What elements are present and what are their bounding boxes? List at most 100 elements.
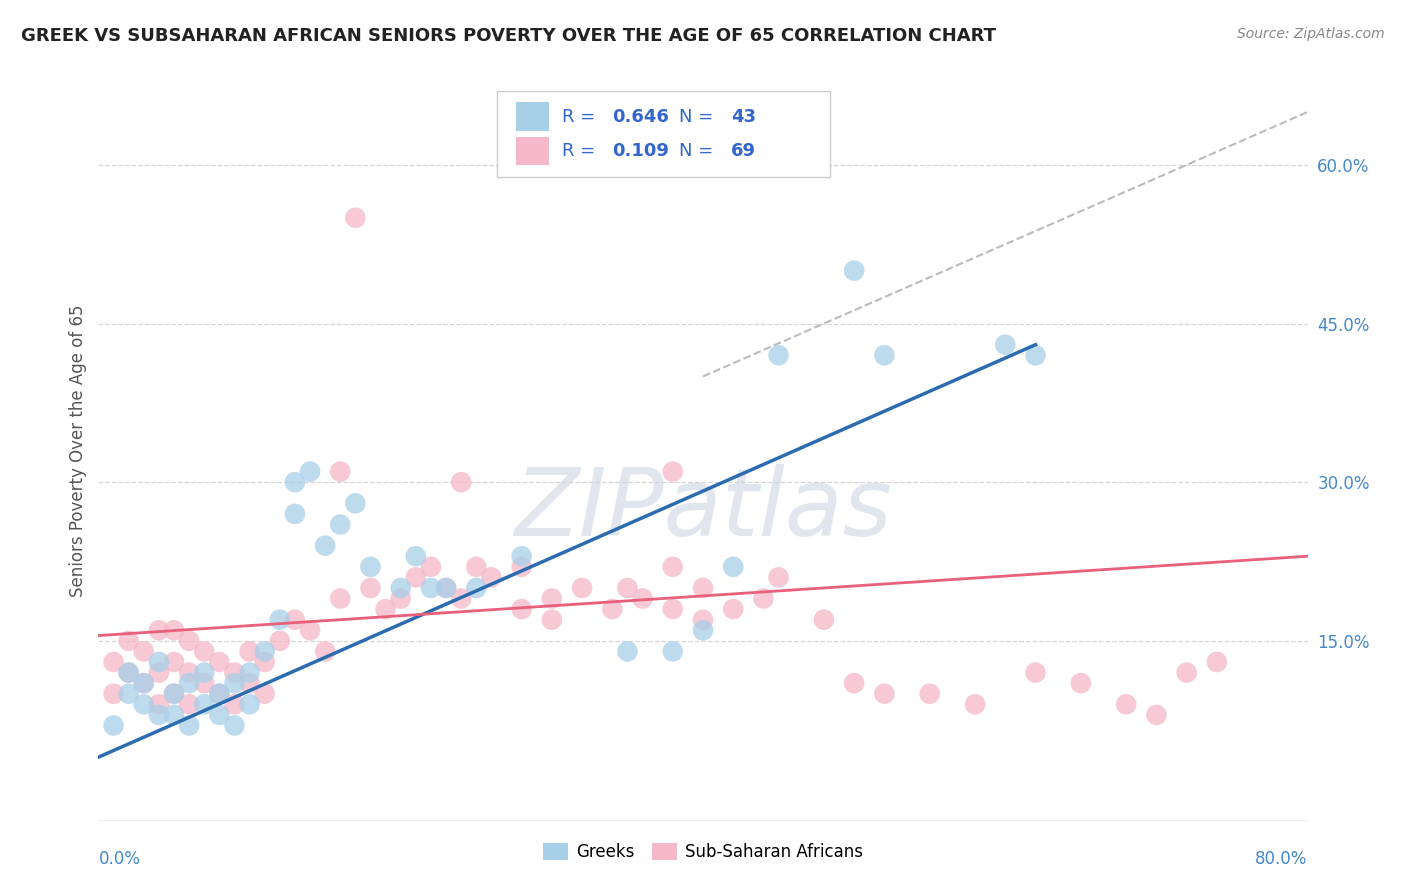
Point bbox=[510, 559, 533, 574]
Point bbox=[224, 718, 246, 732]
FancyBboxPatch shape bbox=[516, 137, 550, 165]
Text: 0.646: 0.646 bbox=[613, 108, 669, 126]
Point bbox=[239, 676, 262, 690]
Point bbox=[132, 676, 155, 690]
Point bbox=[873, 687, 896, 701]
Point bbox=[269, 613, 291, 627]
Point bbox=[253, 655, 276, 669]
Point bbox=[193, 676, 215, 690]
Text: R =: R = bbox=[561, 143, 600, 161]
Point bbox=[420, 581, 443, 595]
Point bbox=[434, 581, 457, 595]
Point bbox=[299, 465, 322, 479]
Text: 80.0%: 80.0% bbox=[1256, 850, 1308, 868]
Point bbox=[540, 613, 562, 627]
Point bbox=[299, 624, 322, 638]
Point bbox=[193, 665, 215, 680]
Point bbox=[434, 581, 457, 595]
Point bbox=[148, 624, 170, 638]
Point bbox=[224, 698, 246, 712]
Point bbox=[163, 707, 186, 722]
Point bbox=[481, 570, 503, 584]
Point bbox=[1144, 707, 1167, 722]
Point bbox=[118, 665, 141, 680]
Point bbox=[813, 613, 835, 627]
Text: ZIPatlas: ZIPatlas bbox=[515, 464, 891, 555]
Text: 69: 69 bbox=[731, 143, 756, 161]
Point bbox=[344, 211, 367, 225]
Point bbox=[768, 348, 790, 362]
Point bbox=[571, 581, 593, 595]
Point bbox=[1206, 655, 1229, 669]
Text: 43: 43 bbox=[731, 108, 756, 126]
Text: R =: R = bbox=[561, 108, 600, 126]
Point bbox=[329, 465, 352, 479]
Point bbox=[193, 698, 215, 712]
Point bbox=[661, 602, 683, 616]
Point bbox=[314, 539, 336, 553]
Point bbox=[224, 665, 246, 680]
Y-axis label: Seniors Poverty Over the Age of 65: Seniors Poverty Over the Age of 65 bbox=[69, 304, 87, 597]
Point bbox=[329, 517, 352, 532]
Point bbox=[405, 570, 427, 584]
Point bbox=[132, 698, 155, 712]
Point bbox=[374, 602, 396, 616]
Point bbox=[692, 581, 714, 595]
Point bbox=[179, 676, 201, 690]
Point bbox=[163, 655, 186, 669]
Point bbox=[752, 591, 775, 606]
Text: N =: N = bbox=[679, 143, 718, 161]
Point bbox=[118, 687, 141, 701]
Point bbox=[616, 581, 638, 595]
Point bbox=[360, 559, 382, 574]
Point bbox=[148, 655, 170, 669]
Point bbox=[103, 718, 125, 732]
Point bbox=[661, 465, 683, 479]
Point bbox=[118, 665, 141, 680]
Point bbox=[179, 665, 201, 680]
Point bbox=[360, 581, 382, 595]
Point bbox=[510, 602, 533, 616]
Point bbox=[510, 549, 533, 564]
Point bbox=[873, 348, 896, 362]
Point bbox=[193, 644, 215, 658]
Point bbox=[163, 687, 186, 701]
Point bbox=[540, 591, 562, 606]
Point bbox=[148, 707, 170, 722]
Point bbox=[148, 698, 170, 712]
Point bbox=[768, 570, 790, 584]
Point bbox=[661, 644, 683, 658]
Point bbox=[692, 624, 714, 638]
Point bbox=[994, 337, 1017, 351]
Point bbox=[314, 644, 336, 658]
Point bbox=[239, 644, 262, 658]
Point bbox=[602, 602, 624, 616]
Point bbox=[253, 687, 276, 701]
Point bbox=[1070, 676, 1092, 690]
Point bbox=[103, 655, 125, 669]
Point bbox=[179, 698, 201, 712]
Point bbox=[918, 687, 941, 701]
Point bbox=[163, 624, 186, 638]
Point bbox=[179, 633, 201, 648]
Point bbox=[844, 263, 866, 277]
Point bbox=[253, 644, 276, 658]
Point bbox=[631, 591, 654, 606]
Point bbox=[118, 633, 141, 648]
Point bbox=[389, 581, 412, 595]
Point bbox=[208, 687, 231, 701]
Text: Source: ZipAtlas.com: Source: ZipAtlas.com bbox=[1237, 27, 1385, 41]
Point bbox=[723, 559, 745, 574]
Point bbox=[844, 676, 866, 690]
Point bbox=[284, 475, 307, 490]
Point bbox=[239, 665, 262, 680]
Point bbox=[224, 676, 246, 690]
Point bbox=[103, 687, 125, 701]
Point bbox=[723, 602, 745, 616]
Point bbox=[329, 591, 352, 606]
Point bbox=[1024, 348, 1046, 362]
Point bbox=[132, 644, 155, 658]
Point bbox=[208, 707, 231, 722]
Point bbox=[269, 633, 291, 648]
Point bbox=[389, 591, 412, 606]
